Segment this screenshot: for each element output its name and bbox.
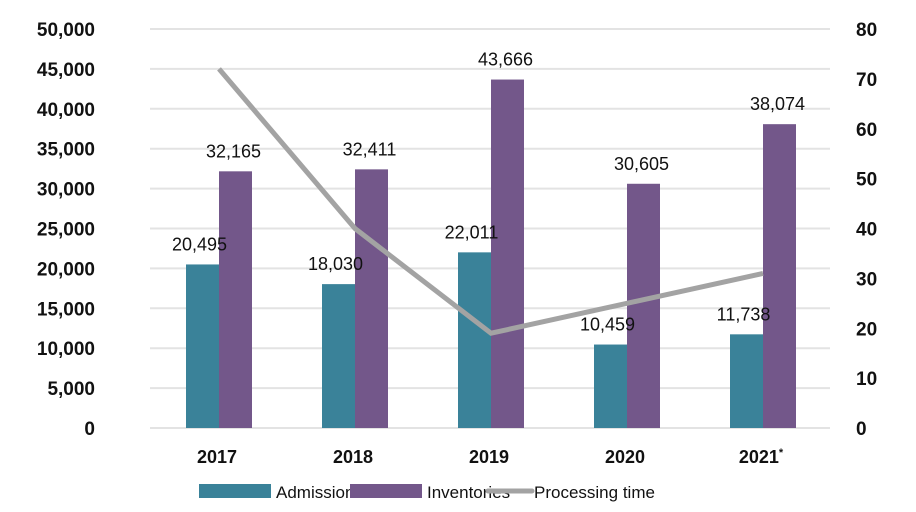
bar-inventories [355,169,388,428]
bars [186,79,796,428]
x-tick-label: 2017 [197,447,237,467]
data-label-inventories: 38,074 [750,94,805,114]
data-label-inventories: 30,605 [614,154,669,174]
data-label-admissions: 10,459 [580,315,635,335]
bar-admissions [322,284,355,428]
bar-admissions [458,252,491,428]
y2-tick-label: 70 [856,70,877,91]
x-tick-label: 2020 [605,447,645,467]
legend-item-admissions: Admissions [199,483,363,502]
bar-inventories [219,171,252,428]
data-label-inventories: 32,165 [206,141,261,161]
legend-item-inventories: Inventories [350,483,510,502]
y2-tick-label: 80 [856,20,877,41]
y2-tick-label: 0 [856,419,867,440]
x-tick-label: 2021* [739,447,784,467]
y-tick-label: 50,000 [37,20,95,41]
data-label-inventories: 43,666 [478,50,533,70]
bar-inventories [627,183,660,428]
legend: Admissions Inventories Processing time [199,483,655,502]
bar-admissions [594,344,627,428]
y2-tick-label: 40 [856,220,877,241]
y2-tick-label: 60 [856,120,877,141]
bar-admissions [186,264,219,428]
y-tick-label: 15,000 [37,299,95,320]
data-label-inventories: 32,411 [343,139,397,159]
x-tick-label: 2019 [469,447,509,467]
legend-swatch-inventories [350,484,422,498]
y-tick-label: 30,000 [37,180,95,201]
x-axis: 2017 2018 2019 2020 2021* [197,447,784,467]
processing-time-line [217,67,764,336]
y-tick-label: 0 [84,419,95,440]
legend-item-processing-time: Processing time [485,483,655,502]
y-tick-label: 10,000 [37,339,95,360]
data-labels: 20,495 32,165 18,030 32,411 22,011 43,666 10,4… [172,50,805,335]
y2-tick-label: 30 [856,269,877,290]
y-tick-label: 5,000 [47,379,95,400]
legend-label-admissions: Admissions [276,483,363,502]
y-tick-label: 45,000 [37,60,95,81]
y2-tick-label: 10 [856,369,877,390]
data-label-admissions: 18,030 [308,254,363,274]
bar-admissions [730,334,763,428]
left-axis: 0 5,000 10,000 15,000 20,000 25,000 30,000 35,0… [37,20,95,440]
x-tick-label: 2018 [333,447,373,467]
data-label-admissions: 20,495 [172,234,227,254]
y2-tick-label: 50 [856,170,877,191]
legend-swatch-admissions [199,484,271,498]
y-tick-label: 20,000 [37,259,95,280]
y2-tick-label: 20 [856,319,877,340]
data-label-admissions: 22,011 [445,222,499,242]
y-tick-label: 35,000 [37,140,95,161]
right-axis: 0 10 20 30 40 50 60 70 80 [856,20,877,440]
y-tick-label: 25,000 [37,220,95,241]
data-label-admissions: 11,738 [717,304,771,324]
bar-inventories [763,124,796,428]
legend-label-inventories: Inventories [427,483,510,502]
y-tick-label: 40,000 [37,100,95,121]
bar-inventories [491,79,524,428]
legend-label-processing-time: Processing time [534,483,655,502]
